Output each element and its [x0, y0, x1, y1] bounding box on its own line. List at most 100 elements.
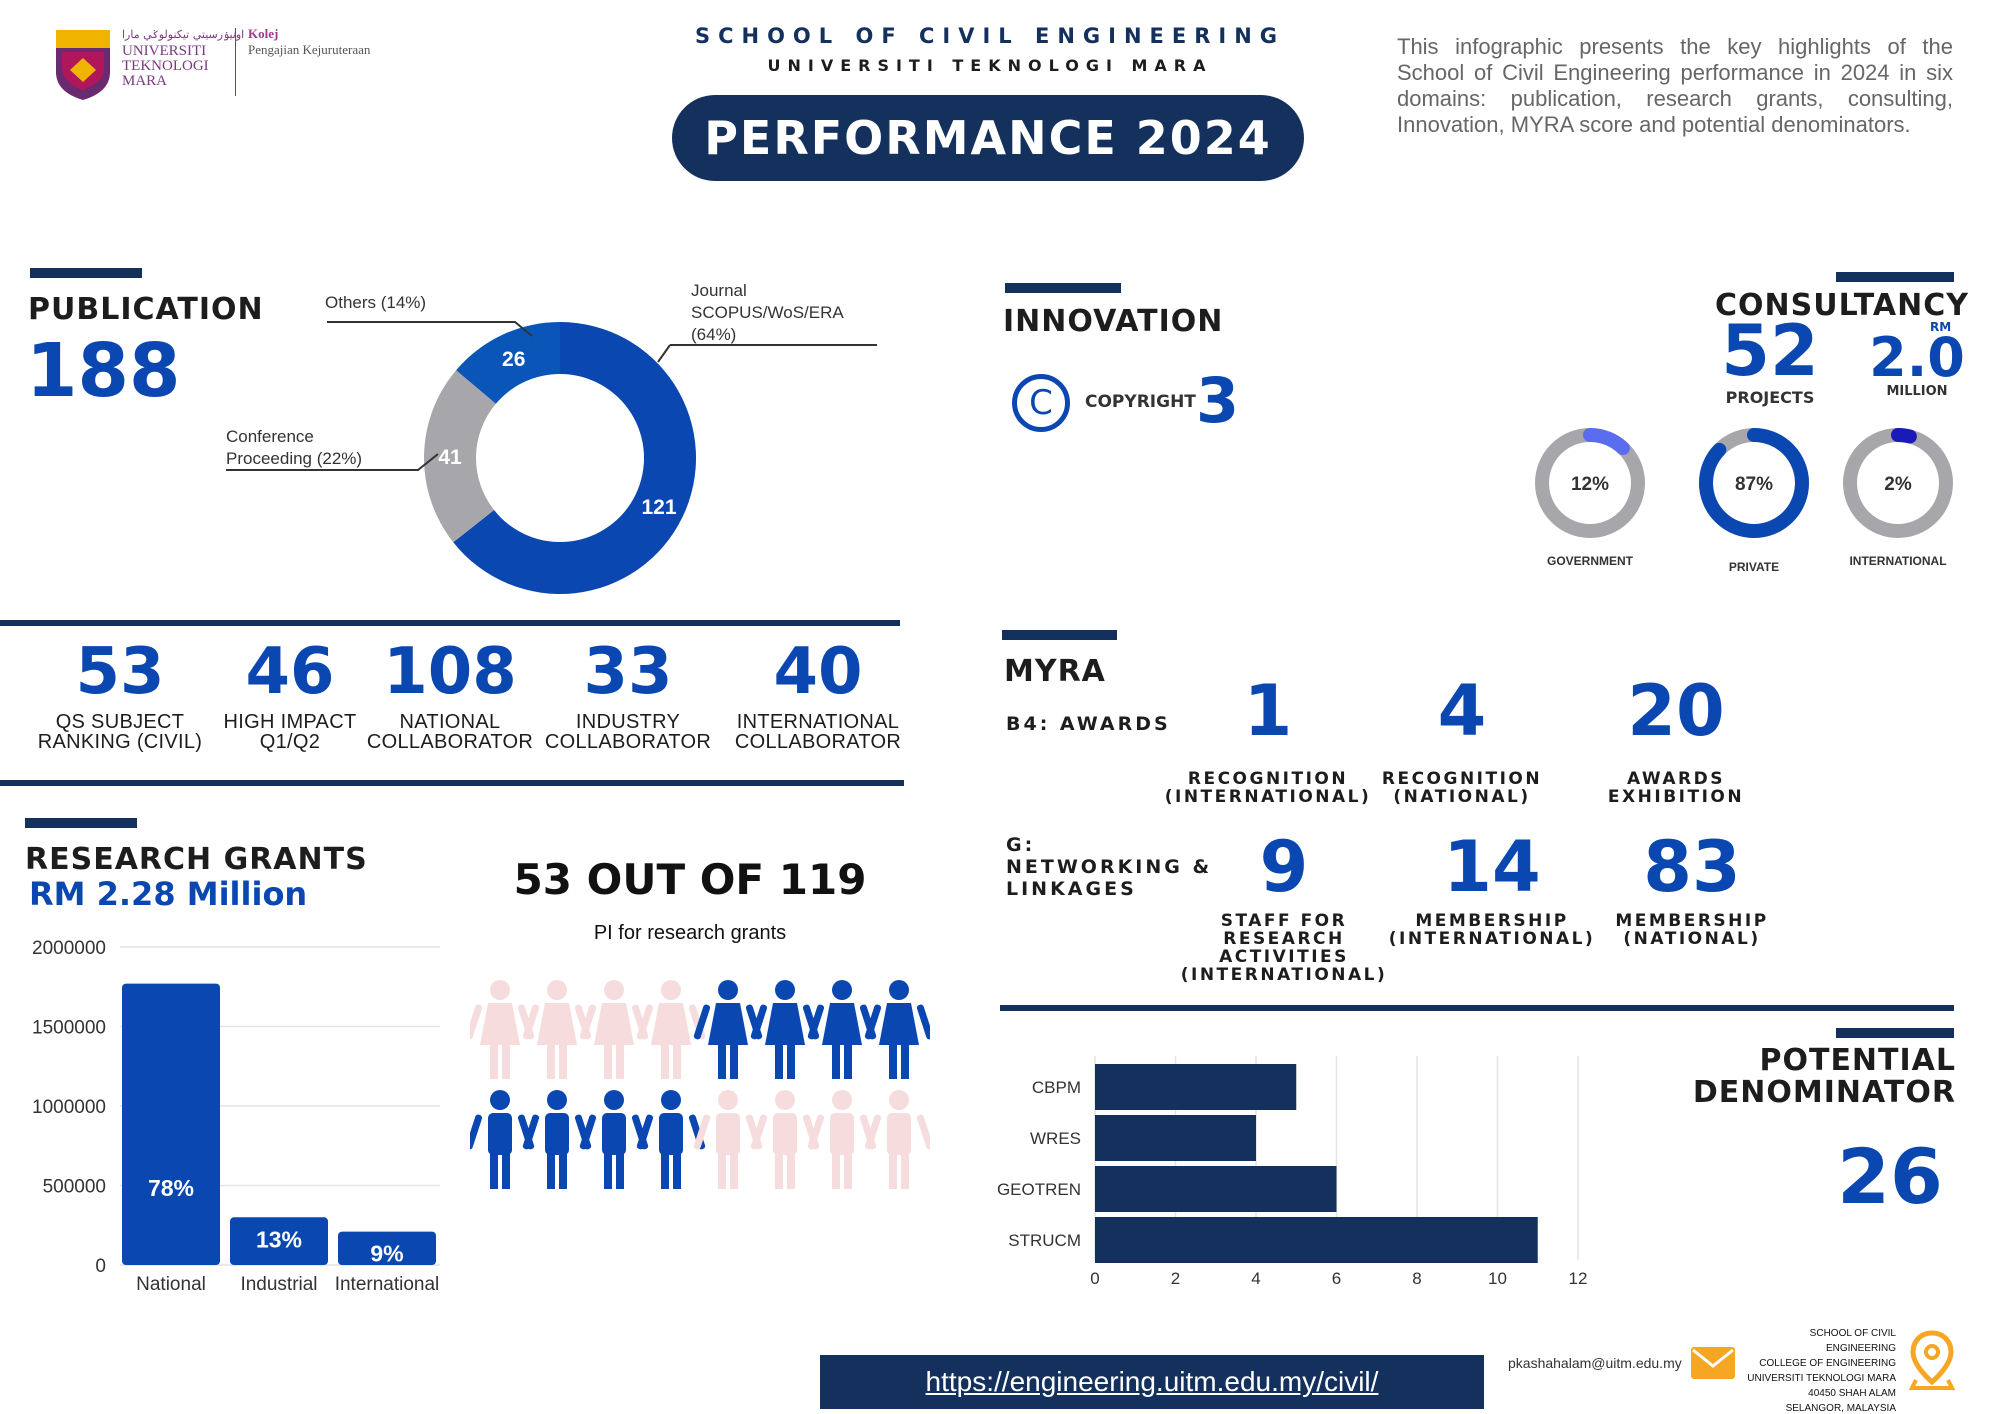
section-accent-bar: [1836, 272, 1954, 282]
consultancy-amount: 2.0: [1869, 326, 1965, 389]
x-tick-label: 6: [1332, 1269, 1341, 1288]
y-tick-label: 1500000: [32, 1018, 106, 1039]
myra-b4-value: 1: [1243, 670, 1293, 752]
person-icon: [522, 980, 592, 1079]
email-text[interactable]: pkashahalam@uitm.edu.my: [1508, 1355, 1682, 1371]
uitm-crest-icon: [56, 30, 110, 100]
page-title: PERFORMANCE 2024: [704, 111, 1272, 165]
y-tick-label: 2000000: [32, 938, 106, 959]
label-others: Others (14%): [325, 293, 426, 312]
copyright-value: 3: [1196, 364, 1240, 437]
person-icon-highlighted: [864, 980, 930, 1079]
grant-bar: [230, 1217, 328, 1265]
x-tick-label: 12: [1569, 1269, 1588, 1288]
label-journal-2: SCOPUS/WoS/ERA: [691, 303, 844, 322]
logo-divider: [235, 28, 236, 96]
ring-progress: [1843, 428, 1953, 538]
ring-percent: 87%: [1735, 474, 1773, 495]
logo-jawi: اونيۏرسيتي تيكنولوݢي مارا: [122, 28, 245, 41]
denominator-bar: [1095, 1064, 1297, 1110]
person-icon: [693, 1090, 763, 1189]
grant-data-label: 9%: [370, 1241, 403, 1267]
myra-g-label: MEMBERSHIP (INTERNATIONAL): [1388, 911, 1596, 949]
person-icon: [636, 980, 706, 1079]
ring-progress: [1535, 428, 1645, 538]
donut-data-label: 41: [438, 446, 462, 469]
denominator-bar: [1095, 1115, 1256, 1161]
label-journal-1: Journal: [691, 281, 747, 300]
potential-heading: POTENTIAL DENOMINATOR: [1692, 1043, 1956, 1110]
denominator-bar: [1095, 1217, 1538, 1263]
stat-label: INTERNATIONAL COLLABORATOR: [734, 711, 902, 753]
donut-data-label: 26: [502, 348, 525, 371]
myra-b4-label: RECOGNITION (NATIONAL): [1381, 769, 1543, 807]
x-tick-label: 0: [1090, 1269, 1099, 1288]
denominator-bar: [1095, 1166, 1337, 1212]
person-icon-highlighted: [579, 1090, 649, 1189]
person-icon-highlighted: [750, 980, 820, 1079]
person-icon-highlighted: [807, 980, 877, 1079]
myra-b4-value: 4: [1437, 670, 1487, 752]
person-icon: [579, 980, 649, 1079]
pi-subtitle: PI for research grants: [593, 922, 787, 944]
myra-b4-label: B4: AWARDS: [1006, 713, 1171, 735]
stat-item: 40 INTERNATIONAL COLLABORATOR: [718, 634, 918, 752]
section-accent-bar: [1005, 283, 1121, 293]
stat-value: 46: [245, 635, 335, 709]
stat-label: QS SUBJECT RANKING (CIVIL): [37, 711, 203, 753]
publication-donut-chart: 121 41 26 Others (14%) Journal SCOPUS/WoS/…: [226, 281, 877, 594]
x-category-label: International: [335, 1274, 440, 1295]
university-name: UNIVERSITI TEKNOLOGI MARA: [767, 56, 1213, 75]
logo-kolej: Kolej: [248, 26, 279, 41]
ring-label: GOVERNMENT: [1547, 554, 1634, 568]
myra-g-value: 83: [1643, 826, 1741, 908]
stat-label: HIGH IMPACT Q1/Q2: [223, 711, 357, 753]
grant-bar: [338, 1231, 436, 1265]
myra-b4-label: RECOGNITION (INTERNATIONAL): [1164, 769, 1372, 807]
myra-g-label: G: NETWORKING & LINKAGES: [1006, 834, 1213, 900]
consultancy-amount-label: MILLION: [1886, 384, 1948, 399]
y-tick-label: 1000000: [32, 1097, 106, 1118]
grant-bar: [122, 983, 220, 1265]
copyright-icon: C: [1012, 374, 1070, 432]
leader-line-others: [327, 321, 533, 337]
label-conference-1: Conference: [226, 427, 314, 446]
logo-kolej-sub: Pengajian Kejuruteraan: [248, 42, 371, 57]
consultancy-projects-label: PROJECTS: [1725, 388, 1815, 407]
stat-value: 53: [75, 635, 165, 709]
donut-slice-conference: [424, 370, 496, 543]
title-banner: PERFORMANCE 2024: [672, 95, 1304, 181]
person-icon-highlighted: [636, 1090, 706, 1189]
stats-bottom-rule: [0, 780, 904, 786]
ring-label: INTERNATIONAL: [1849, 554, 1946, 568]
person-icon-highlighted: [693, 980, 763, 1079]
intro-text: This infographic presents the key highli…: [1397, 34, 1953, 137]
ring-percent: 12%: [1571, 474, 1609, 495]
person-icon: [864, 1090, 930, 1189]
ring-percent: 2%: [1884, 474, 1912, 495]
myra-b4-value: 20: [1627, 670, 1725, 752]
donut-slice-others: [456, 322, 560, 404]
x-category-label: Industrial: [240, 1274, 317, 1295]
address-block: SCHOOL OF CIVIL ENGINEERING COLLEGE OF E…: [1747, 1328, 1896, 1414]
potential-top-rule: [1000, 1005, 1954, 1011]
consultancy-rm-prefix: RM: [1930, 320, 1952, 334]
donut-data-label: 121: [641, 496, 676, 519]
stat-item: 33 INDUSTRY COLLABORATOR: [528, 634, 728, 752]
website-link[interactable]: https://engineering.uitm.edu.my/civil/: [925, 1366, 1379, 1397]
myra-g-label: STAFF FOR RESEARCH ACTIVITIES (INTERNATIONA…: [1180, 911, 1388, 985]
x-tick-label: 10: [1488, 1269, 1507, 1288]
url-banner: https://engineering.uitm.edu.my/civil/: [820, 1355, 1484, 1409]
myra-g-value: 14: [1443, 826, 1541, 908]
email-icon: [1691, 1347, 1735, 1379]
person-icon: [807, 1090, 877, 1189]
stats-top-rule: [0, 620, 900, 626]
stat-item: 108 NATIONAL COLLABORATOR: [350, 634, 550, 752]
consultancy-heading: CONSULTANCY: [1715, 288, 1969, 323]
school-name: SCHOOL OF CIVIL ENGINEERING: [694, 24, 1286, 48]
myra-b4-label: AWARDS EXHIBITION: [1607, 769, 1745, 807]
potential-bar-chart: 0 2 4 6 8 10 12 CBPM WRES GEOTREN STRUCM: [997, 1056, 1588, 1288]
pi-pictogram: [470, 980, 930, 1189]
consultancy-projects: 52: [1721, 310, 1819, 392]
innovation-heading: INNOVATION: [1003, 304, 1224, 339]
